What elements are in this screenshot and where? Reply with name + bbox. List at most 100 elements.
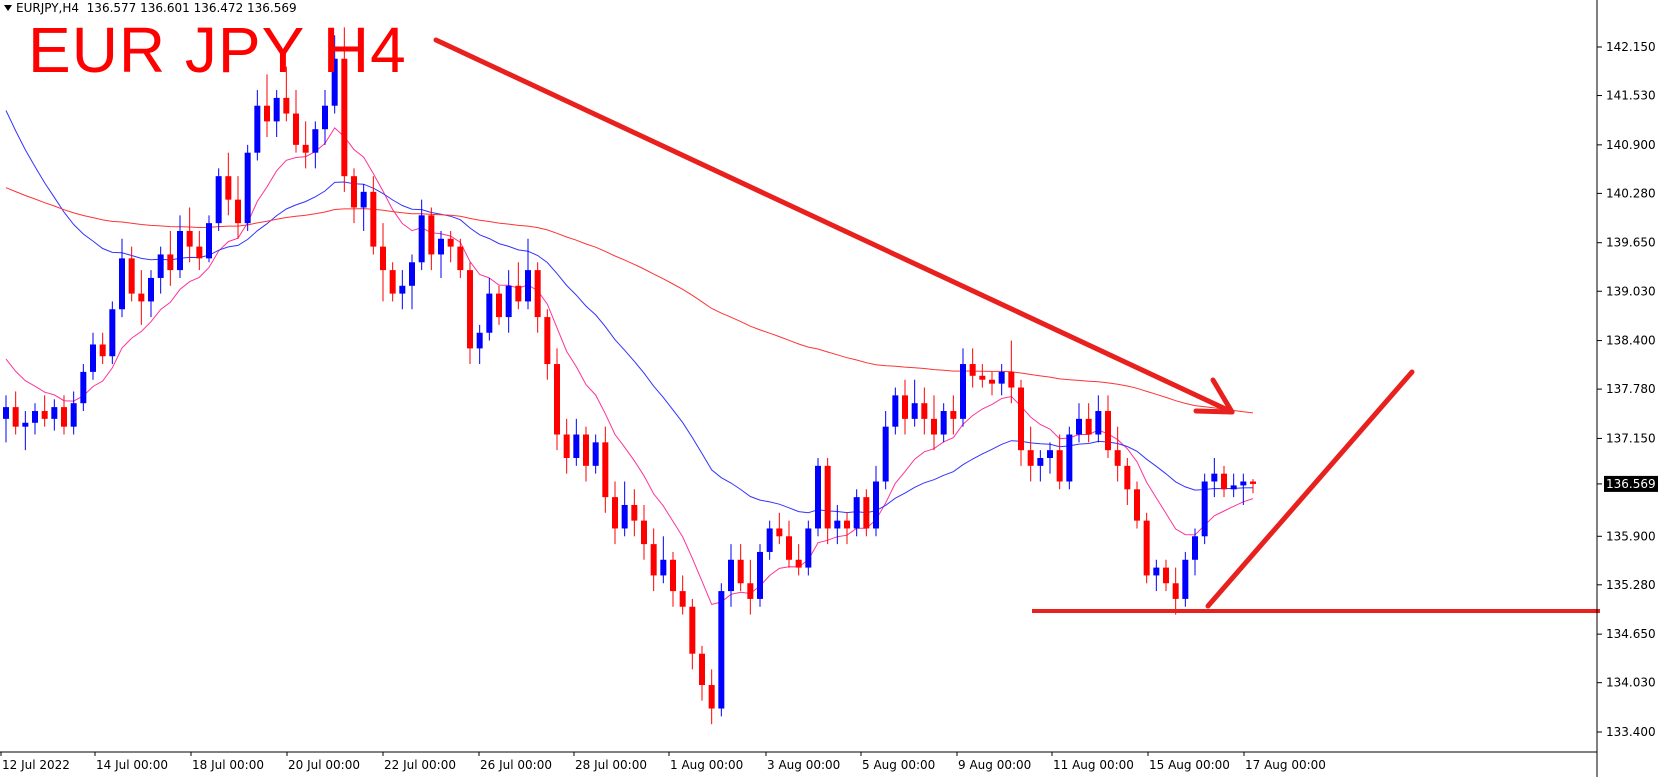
candle-body bbox=[438, 238, 444, 255]
candle-body bbox=[853, 497, 860, 529]
candle bbox=[351, 168, 357, 224]
candle bbox=[998, 364, 1005, 396]
candle-body bbox=[969, 364, 976, 376]
candle bbox=[863, 489, 870, 537]
y-tick-label: 134.650 bbox=[1606, 627, 1656, 641]
candle-body bbox=[399, 285, 406, 294]
candle bbox=[940, 403, 947, 443]
x-tick-label: 15 Aug 00:00 bbox=[1149, 758, 1230, 772]
candle-body bbox=[235, 199, 241, 224]
candle-body bbox=[99, 344, 106, 357]
candle bbox=[515, 262, 522, 310]
candle bbox=[766, 520, 773, 560]
high-value: 136.601 bbox=[140, 1, 190, 15]
candle-body bbox=[128, 258, 135, 294]
candle bbox=[853, 489, 860, 537]
symbol-label: EURJPY,H4 bbox=[16, 1, 80, 15]
candle bbox=[960, 348, 966, 427]
candle-body bbox=[293, 113, 299, 145]
candle bbox=[911, 379, 918, 427]
candle-body bbox=[351, 176, 357, 208]
dropdown-triangle-icon[interactable] bbox=[4, 5, 12, 11]
candle-body bbox=[331, 58, 338, 106]
candle-body bbox=[650, 544, 657, 576]
candle bbox=[1230, 473, 1237, 498]
candle-body bbox=[612, 497, 618, 529]
candle bbox=[679, 575, 686, 615]
overlay-title: EUR JPY H4 bbox=[28, 14, 407, 86]
y-tick-label: 140.280 bbox=[1606, 186, 1656, 200]
candle bbox=[921, 387, 928, 435]
candle bbox=[1143, 512, 1150, 584]
candle-body bbox=[534, 270, 541, 318]
candle bbox=[1172, 567, 1179, 615]
candle-body bbox=[1172, 583, 1179, 599]
candle bbox=[215, 168, 222, 231]
candle bbox=[167, 230, 174, 286]
low-value: 136.472 bbox=[193, 1, 244, 15]
candle-body bbox=[206, 223, 212, 259]
candle bbox=[254, 90, 261, 161]
candle-body bbox=[815, 465, 821, 529]
candle bbox=[119, 238, 125, 318]
candle bbox=[534, 262, 541, 333]
candle-body bbox=[244, 152, 251, 224]
candle-body bbox=[1182, 559, 1189, 599]
candle bbox=[32, 403, 38, 435]
candle-body bbox=[931, 418, 937, 435]
candle-body bbox=[737, 559, 744, 584]
candle-body bbox=[177, 230, 183, 271]
candle bbox=[1105, 395, 1111, 458]
candle-body bbox=[1114, 450, 1121, 466]
x-tick-label: 20 Jul 00:00 bbox=[288, 758, 360, 772]
y-tick-label: 142.150 bbox=[1606, 40, 1656, 54]
candle bbox=[476, 324, 483, 365]
candle-body bbox=[708, 685, 715, 709]
candle bbox=[795, 544, 802, 576]
candle bbox=[99, 332, 106, 365]
candle bbox=[177, 215, 183, 278]
candle bbox=[61, 395, 67, 435]
candle bbox=[882, 411, 889, 490]
candle-body bbox=[728, 559, 734, 592]
candle-body bbox=[1008, 371, 1015, 388]
candle bbox=[612, 481, 618, 545]
candle bbox=[1163, 559, 1169, 592]
candle-body bbox=[795, 559, 802, 568]
candle bbox=[41, 395, 48, 427]
candle-body bbox=[699, 653, 705, 686]
candle bbox=[438, 230, 444, 278]
candle-body bbox=[911, 403, 918, 419]
candle-body bbox=[583, 434, 589, 466]
candle bbox=[989, 371, 995, 396]
x-tick-label: 5 Aug 00:00 bbox=[862, 758, 935, 772]
candle bbox=[1008, 340, 1015, 404]
candle bbox=[196, 230, 203, 271]
candle bbox=[834, 504, 841, 545]
candle-body bbox=[1056, 450, 1063, 482]
candle-body bbox=[22, 422, 29, 427]
candle bbox=[1153, 559, 1160, 592]
candle-body bbox=[273, 97, 280, 122]
candle-body bbox=[1153, 567, 1160, 576]
candle bbox=[969, 348, 976, 388]
candle bbox=[264, 74, 270, 138]
candle-body bbox=[525, 270, 531, 302]
candle bbox=[225, 152, 232, 216]
y-tick-label: 141.530 bbox=[1606, 89, 1656, 103]
x-tick-label: 9 Aug 00:00 bbox=[958, 758, 1031, 772]
candle bbox=[776, 512, 783, 545]
candle bbox=[273, 90, 280, 138]
candle bbox=[51, 399, 58, 431]
candle bbox=[525, 238, 531, 310]
candle bbox=[699, 645, 705, 701]
candle-body bbox=[312, 129, 319, 153]
y-tick-label: 135.280 bbox=[1606, 578, 1656, 592]
candle bbox=[631, 489, 638, 537]
candle bbox=[1066, 426, 1073, 490]
candle-body bbox=[341, 58, 348, 177]
candle bbox=[206, 215, 212, 263]
candle bbox=[650, 528, 657, 592]
candle-body bbox=[998, 371, 1005, 384]
